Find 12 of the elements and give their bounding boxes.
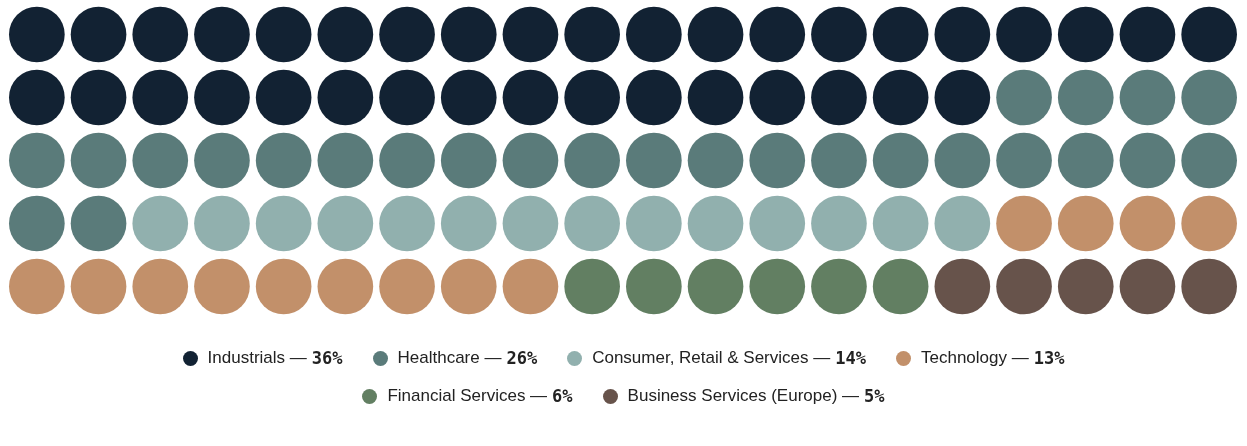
data-label: 13% <box>1033 348 1065 368</box>
data-label: 6% <box>552 386 573 406</box>
data-label: 26% <box>506 348 538 368</box>
data-label: 14% <box>835 348 866 368</box>
data-label: 5% <box>864 386 885 406</box>
category-label: Healthcare — <box>397 348 502 368</box>
category-label: Technology — <box>920 348 1029 368</box>
category-label: Consumer, Retail & Services — <box>592 348 831 368</box>
category-label: Financial Services — <box>387 386 548 406</box>
data-label: 36% <box>311 348 343 368</box>
category-label: Business Services (Europe) — <box>627 386 860 406</box>
category-label: Industrials — <box>207 348 307 368</box>
